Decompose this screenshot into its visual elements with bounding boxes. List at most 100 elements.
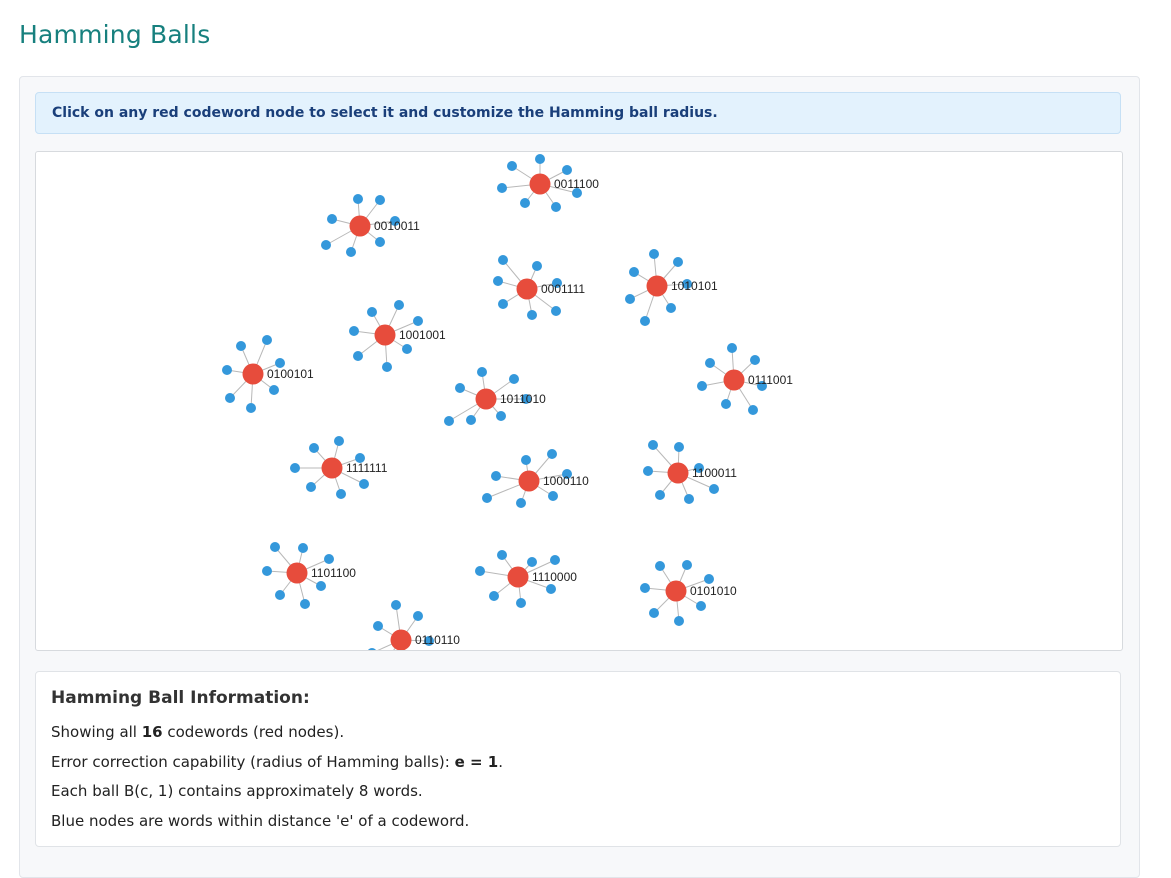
neighbor-word-node[interactable] — [527, 310, 537, 320]
codeword-node[interactable] — [286, 562, 308, 584]
neighbor-word-node[interactable] — [321, 240, 331, 250]
neighbor-word-node[interactable] — [532, 261, 542, 271]
neighbor-word-node[interactable] — [349, 326, 359, 336]
neighbor-word-node[interactable] — [674, 616, 684, 626]
neighbor-word-node[interactable] — [390, 216, 400, 226]
neighbor-word-node[interactable] — [225, 393, 235, 403]
neighbor-word-node[interactable] — [546, 584, 556, 594]
neighbor-word-node[interactable] — [655, 490, 665, 500]
neighbor-word-node[interactable] — [455, 383, 465, 393]
neighbor-word-node[interactable] — [521, 394, 531, 404]
neighbor-word-node[interactable] — [625, 294, 635, 304]
codeword-node[interactable] — [667, 462, 689, 484]
neighbor-word-node[interactable] — [269, 385, 279, 395]
neighbor-word-node[interactable] — [413, 611, 423, 621]
neighbor-word-node[interactable] — [309, 443, 319, 453]
neighbor-word-node[interactable] — [367, 307, 377, 317]
neighbor-word-node[interactable] — [444, 416, 454, 426]
codeword-node[interactable] — [349, 215, 371, 237]
neighbor-word-node[interactable] — [694, 463, 704, 473]
neighbor-word-node[interactable] — [477, 367, 487, 377]
neighbor-word-node[interactable] — [535, 154, 545, 164]
neighbor-word-node[interactable] — [640, 316, 650, 326]
codeword-node[interactable] — [507, 566, 529, 588]
neighbor-word-node[interactable] — [482, 493, 492, 503]
neighbor-word-node[interactable] — [336, 489, 346, 499]
neighbor-word-node[interactable] — [721, 399, 731, 409]
neighbor-word-node[interactable] — [682, 560, 692, 570]
neighbor-word-node[interactable] — [547, 449, 557, 459]
neighbor-word-node[interactable] — [550, 555, 560, 565]
neighbor-word-node[interactable] — [424, 636, 434, 646]
neighbor-word-node[interactable] — [375, 237, 385, 247]
neighbor-word-node[interactable] — [673, 257, 683, 267]
neighbor-word-node[interactable] — [334, 436, 344, 446]
neighbor-word-node[interactable] — [551, 306, 561, 316]
neighbor-word-node[interactable] — [236, 341, 246, 351]
neighbor-word-node[interactable] — [367, 648, 377, 650]
neighbor-word-node[interactable] — [757, 381, 767, 391]
neighbor-word-node[interactable] — [298, 543, 308, 553]
graph-canvas[interactable]: 0011100 0010011 0001111 1010101 1001001 01001… — [36, 152, 1122, 650]
neighbor-word-node[interactable] — [750, 355, 760, 365]
neighbor-word-node[interactable] — [748, 405, 758, 415]
neighbor-word-node[interactable] — [640, 583, 650, 593]
neighbor-word-node[interactable] — [475, 566, 485, 576]
neighbor-word-node[interactable] — [498, 299, 508, 309]
neighbor-word-node[interactable] — [551, 202, 561, 212]
neighbor-word-node[interactable] — [466, 415, 476, 425]
neighbor-word-node[interactable] — [516, 498, 526, 508]
neighbor-word-node[interactable] — [674, 442, 684, 452]
neighbor-word-node[interactable] — [629, 267, 639, 277]
neighbor-word-node[interactable] — [300, 599, 310, 609]
neighbor-word-node[interactable] — [270, 542, 280, 552]
codeword-node[interactable] — [390, 629, 412, 651]
neighbor-word-node[interactable] — [489, 591, 499, 601]
neighbor-word-node[interactable] — [552, 278, 562, 288]
neighbor-word-node[interactable] — [572, 188, 582, 198]
neighbor-word-node[interactable] — [306, 482, 316, 492]
neighbor-word-node[interactable] — [262, 566, 272, 576]
neighbor-word-node[interactable] — [493, 276, 503, 286]
neighbor-word-node[interactable] — [497, 550, 507, 560]
codeword-node[interactable] — [723, 369, 745, 391]
neighbor-word-node[interactable] — [275, 590, 285, 600]
neighbor-word-node[interactable] — [316, 581, 326, 591]
neighbor-word-node[interactable] — [649, 249, 659, 259]
codeword-node[interactable] — [242, 363, 264, 385]
neighbor-word-node[interactable] — [648, 440, 658, 450]
neighbor-word-node[interactable] — [353, 194, 363, 204]
neighbor-word-node[interactable] — [275, 358, 285, 368]
codeword-node[interactable] — [516, 278, 538, 300]
neighbor-word-node[interactable] — [262, 335, 272, 345]
neighbor-word-node[interactable] — [382, 362, 392, 372]
codeword-node[interactable] — [475, 388, 497, 410]
neighbor-word-node[interactable] — [527, 557, 537, 567]
neighbor-word-node[interactable] — [516, 598, 526, 608]
neighbor-word-node[interactable] — [521, 455, 531, 465]
neighbor-word-node[interactable] — [507, 161, 517, 171]
neighbor-word-node[interactable] — [655, 561, 665, 571]
neighbor-word-node[interactable] — [327, 214, 337, 224]
codeword-node[interactable] — [646, 275, 668, 297]
neighbor-word-node[interactable] — [562, 469, 572, 479]
codeword-node[interactable] — [374, 324, 396, 346]
neighbor-word-node[interactable] — [359, 479, 369, 489]
neighbor-word-node[interactable] — [548, 491, 558, 501]
codeword-node[interactable] — [665, 580, 687, 602]
neighbor-word-node[interactable] — [520, 198, 530, 208]
neighbor-word-node[interactable] — [697, 381, 707, 391]
neighbor-word-node[interactable] — [666, 303, 676, 313]
neighbor-word-node[interactable] — [704, 574, 714, 584]
neighbor-word-node[interactable] — [497, 183, 507, 193]
codeword-node[interactable] — [529, 173, 551, 195]
neighbor-word-node[interactable] — [391, 600, 401, 610]
codeword-node[interactable] — [518, 470, 540, 492]
neighbor-word-node[interactable] — [705, 358, 715, 368]
neighbor-word-node[interactable] — [290, 463, 300, 473]
neighbor-word-node[interactable] — [562, 165, 572, 175]
neighbor-word-node[interactable] — [375, 195, 385, 205]
neighbor-word-node[interactable] — [491, 471, 501, 481]
neighbor-word-node[interactable] — [346, 247, 356, 257]
neighbor-word-node[interactable] — [643, 466, 653, 476]
